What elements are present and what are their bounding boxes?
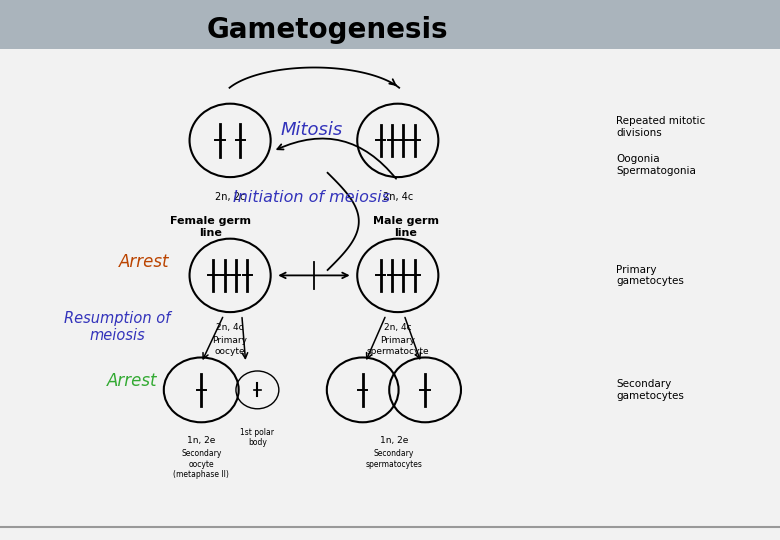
Text: Arrest: Arrest — [119, 253, 169, 271]
Text: Oogonia
Spermatogonia: Oogonia Spermatogonia — [616, 154, 696, 176]
Text: Initiation of meiosis: Initiation of meiosis — [233, 190, 391, 205]
Text: Secondary
spermatocytes: Secondary spermatocytes — [366, 449, 422, 469]
Text: Repeated mitotic
divisions: Repeated mitotic divisions — [616, 116, 705, 138]
Text: 1st polar
body: 1st polar body — [240, 428, 275, 447]
Text: 1n, 2e: 1n, 2e — [380, 436, 408, 445]
Text: Female germ
line: Female germ line — [170, 216, 251, 238]
Text: 2n, 2c: 2n, 2c — [215, 192, 245, 202]
Bar — [0, 0, 780, 49]
Text: Resumption of
meiosis: Resumption of meiosis — [64, 310, 170, 343]
Text: 2n, 4c: 2n, 4c — [216, 323, 244, 332]
Text: Primary
oocyte: Primary oocyte — [213, 336, 247, 356]
Text: 2n, 4c: 2n, 4c — [383, 192, 413, 202]
Text: Primary
gametocytes: Primary gametocytes — [616, 265, 684, 286]
Text: Gametogenesis: Gametogenesis — [207, 16, 448, 44]
Text: Male germ
line: Male germ line — [373, 216, 438, 238]
Text: Primary
spermatocyte: Primary spermatocyte — [367, 336, 429, 356]
Text: Secondary
oocyte
(metaphase II): Secondary oocyte (metaphase II) — [173, 449, 229, 479]
Text: Mitosis: Mitosis — [281, 120, 343, 139]
Text: 1n, 2e: 1n, 2e — [187, 436, 215, 445]
Text: 2n, 4c: 2n, 4c — [384, 323, 412, 332]
Text: Secondary
gametocytes: Secondary gametocytes — [616, 379, 684, 401]
Text: Arrest: Arrest — [108, 372, 158, 390]
